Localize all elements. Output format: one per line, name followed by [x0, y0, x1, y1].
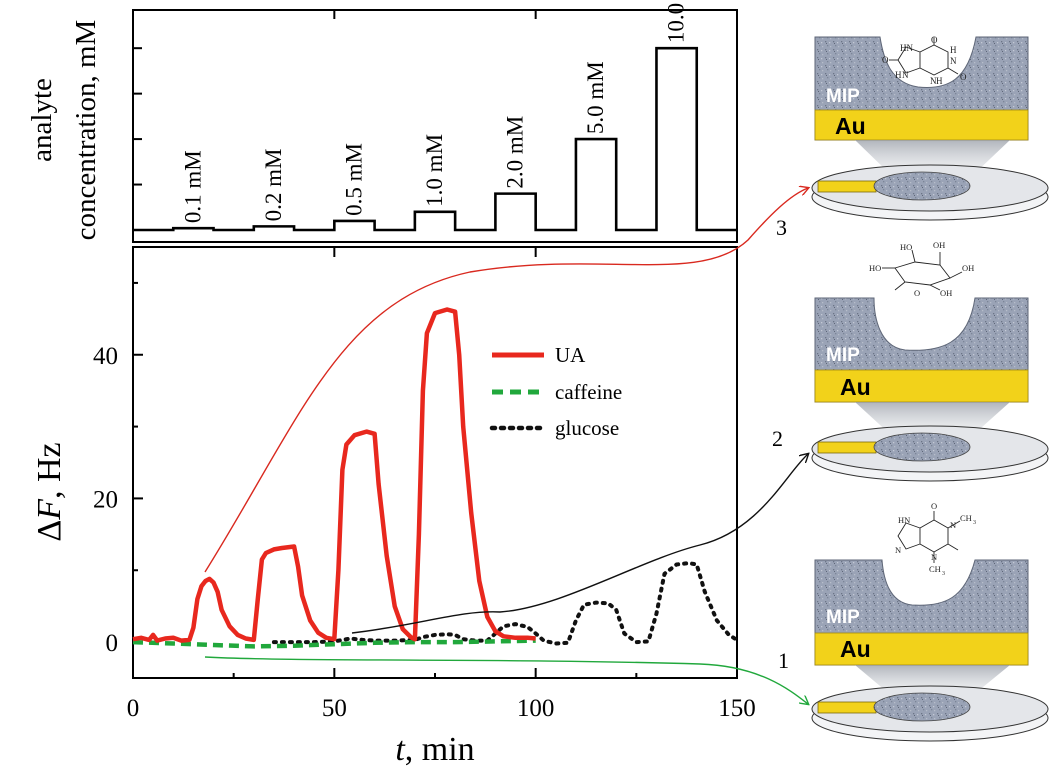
ua-atom-h2: H: [936, 76, 943, 86]
schematic-number-3: 3: [776, 215, 787, 240]
ua-atom-h3: H: [895, 70, 902, 80]
caf-atom-sub-1: 3: [973, 520, 976, 526]
top-y-axis-label-line1: analyte: [26, 78, 58, 162]
ua-atom-o3: O: [882, 55, 889, 65]
ua-atom-hn: HN: [900, 43, 913, 53]
caf-atom-ch-1: CH: [960, 513, 972, 523]
schematic-number-1: 1: [778, 648, 789, 673]
x-tick-label-0: 0: [127, 695, 140, 722]
caf-atom-o1: O: [931, 501, 937, 511]
ua-atom-h1: H: [950, 45, 957, 55]
au-label-1: Au: [840, 636, 871, 662]
legend: UA caffeine glucose: [489, 343, 622, 440]
electrode-spot-1: [873, 692, 971, 722]
caffeine-molecule: [897, 511, 961, 563]
x-tick-label-2: 100: [517, 695, 555, 722]
x-axis-label-variable: t: [395, 731, 406, 768]
gold-layer-3: [814, 109, 1029, 141]
arrow-to-schematic-1: [204, 656, 808, 704]
x-axis-label: t, min: [395, 731, 474, 768]
glu-atom-1: OH: [933, 240, 945, 250]
caf-atom-ch-2: CH: [929, 564, 941, 574]
top-y-axis-label-line2: concentration, mM: [70, 20, 102, 241]
glucose-atoms: OH HO OH HO O OH: [869, 240, 974, 298]
x-axis-label-unit: , min: [405, 731, 475, 768]
legend-label-ua: UA: [555, 343, 586, 367]
pulse-label-1: 0.2 mM: [261, 149, 286, 222]
schematic-number-2: 2: [772, 426, 783, 451]
pulse-label-5: 5.0 mM: [583, 61, 608, 134]
schematic-3-uric-acid: MIP Au HN O H N O N H N H O: [811, 35, 1049, 221]
ua-atom-n1: N: [950, 56, 957, 66]
bottom-axis-ticks: 0 50 100 150 0 20 40: [93, 247, 756, 722]
gold-lead-2: [817, 441, 877, 454]
y-axis-label-unit: , Hz: [31, 442, 68, 499]
ua-atom-o2: O: [960, 72, 967, 82]
pulse-label-6: 10.0 mM: [664, 0, 689, 43]
ua-atom-n2: N: [930, 76, 937, 86]
top-plot-frame: [132, 9, 738, 243]
mip-label-3: MIP: [826, 86, 860, 107]
y-tick-label-2: 40: [93, 343, 118, 370]
arrow-to-schematic-3: [204, 188, 808, 573]
caf-atom-n2: N: [895, 545, 901, 555]
y-tick-label-0: 0: [106, 630, 119, 657]
glu-atom-2: HO: [900, 242, 912, 252]
gold-lead-1: [817, 701, 877, 714]
series-caffeine-line: [132, 638, 536, 649]
caf-atom-n3: N: [931, 552, 937, 562]
x-tick-label-3: 150: [718, 695, 756, 722]
y-tick-label-1: 20: [93, 486, 118, 513]
bottom-series-group: [132, 307, 739, 649]
pulse-label-3: 1.0 mM: [422, 134, 447, 207]
pulse-labels: 0.1 mM 0.2 mM 0.5 mM 1.0 mM 2.0 mM 5.0 mM 10.0…: [180, 0, 688, 223]
glucose-molecule: [882, 249, 963, 291]
concentration-panel: 0.1 mM 0.2 mM 0.5 mM 1.0 mM 2.0 mM 5.0 mM 10.0…: [26, 0, 738, 243]
connector-arrows: 3 2 1: [204, 188, 808, 704]
glu-atom-5: O: [914, 288, 920, 298]
caf-atom-n1: N: [950, 520, 956, 530]
electrode-spot-3: [873, 171, 971, 201]
mip-label-1: MIP: [826, 607, 860, 628]
x-tick-label-1: 50: [322, 695, 347, 722]
caffeine-atoms: O HN N CH N N CH 3 3: [895, 501, 976, 577]
pulse-label-4: 2.0 mM: [503, 116, 528, 189]
y-axis-label-variable: F: [31, 498, 68, 521]
caf-atom-sub-2: 3: [942, 571, 945, 577]
gold-lead-3: [817, 180, 877, 193]
au-label-3: Au: [835, 113, 866, 139]
frequency-panel: 0 50 100 150 0 20 40 UA caffeine glucose t, mi…: [31, 246, 756, 768]
arrow-to-schematic-2: [351, 454, 808, 634]
series-UA-line: [132, 307, 536, 643]
electrode-spot-2: [873, 432, 971, 462]
glu-atom-3: OH: [962, 263, 974, 273]
y-axis-label: ΔF, Hz: [31, 442, 68, 541]
schematic-2-glucose: OH HO OH HO O OH MIP Au: [811, 240, 1049, 482]
schematic-1-caffeine: O HN N CH N N CH 3 3 MIP Au: [811, 501, 1049, 742]
pulse-label-2: 0.5 mM: [341, 143, 366, 216]
concentration-trace: [133, 46, 737, 232]
caf-atom-hn: HN: [898, 515, 910, 525]
mip-label-2: MIP: [826, 345, 860, 366]
glu-atom-6: OH: [940, 288, 952, 298]
ua-atom-n3: N: [902, 70, 909, 80]
legend-label-glucose: glucose: [555, 416, 619, 440]
ua-atom-o1: O: [931, 35, 938, 45]
au-label-2: Au: [840, 374, 871, 400]
glu-atom-4: HO: [869, 263, 881, 273]
uric-acid-atoms: HN O H N O N H N H O: [882, 35, 967, 86]
pulse-label-0: 0.1 mM: [180, 150, 205, 223]
y-axis-label-delta: Δ: [31, 520, 68, 542]
gold-layer-1: [814, 632, 1029, 666]
series-glucose-line: [271, 561, 739, 646]
legend-label-caffeine: caffeine: [555, 380, 622, 404]
uric-acid-molecule: [889, 37, 959, 76]
gold-layer-2: [814, 369, 1029, 403]
